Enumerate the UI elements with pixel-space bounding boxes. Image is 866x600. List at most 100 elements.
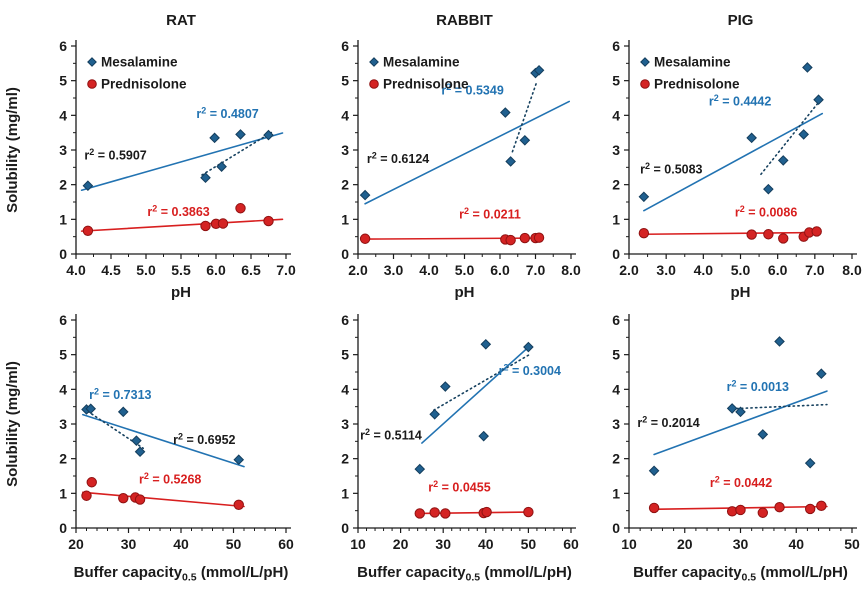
legend-label: Mesalamine xyxy=(101,55,178,70)
data-point-prednisolone xyxy=(86,477,97,488)
y-tick-label: 3 xyxy=(59,142,67,158)
data-point-prednisolone xyxy=(804,503,816,515)
data-point-mesalamine xyxy=(648,465,660,477)
x-tick-label: 7.0 xyxy=(276,262,296,278)
x-axis-label: pH xyxy=(731,284,751,300)
data-point-mesalamine xyxy=(235,129,246,140)
r-squared-annotation: r2 = 0.5907 xyxy=(84,147,146,163)
circle-marker-icon xyxy=(369,79,379,89)
row-solubility-vs-buffer-capacity: 0 1 2 3 4 5 6 20 30 40 50 60 r2 = 0.7313 r2 = 0.6952 r… xyxy=(0,300,866,600)
x-tick-label: 3.0 xyxy=(384,262,404,278)
y-tick-label: 5 xyxy=(59,347,67,363)
data-point-prednisolone xyxy=(200,220,211,232)
x-tick-label: 6.0 xyxy=(490,262,510,278)
data-point-prednisolone xyxy=(505,234,516,246)
data-point-mesalamine xyxy=(763,183,774,195)
x-axis-label: Buffer capacity0.5 (mmol/L/pH) xyxy=(633,564,848,584)
y-tick-label: 6 xyxy=(59,38,67,54)
r-squared-annotation: r2 = 0.0455 xyxy=(428,479,490,495)
chart-svg-pig-buffer: 0 1 2 3 4 5 6 10 20 30 40 50 r2 = 0.2014 r2 = 0.0013 r… xyxy=(612,312,860,584)
x-tick-label: 30 xyxy=(733,536,749,552)
x-tick-label: 60 xyxy=(563,536,579,552)
x-tick-label: 6.5 xyxy=(241,262,261,278)
r-squared-annotation: r2 = 0.5268 xyxy=(139,471,201,487)
x-tick-label: 7.0 xyxy=(805,262,825,278)
trend-line-solid-blue xyxy=(643,112,824,212)
x-tick-label: 8.0 xyxy=(561,262,581,278)
x-tick-label: 6.0 xyxy=(206,262,226,278)
panel-rabbit-vs-buffer: 0 1 2 3 4 5 6 10 20 30 40 50 60 r2 = 0.5114 r2 = 0.300… xyxy=(300,300,583,600)
data-point-mesalamine xyxy=(216,161,227,172)
data-point-mesalamine xyxy=(414,463,426,475)
panel-rabbit-vs-ph: 0 1 2 3 4 5 6 2.0 3.0 4.0 5.0 6.0 7.0 8.0 r2 = 0.6124 r… xyxy=(300,0,583,300)
data-point-prednisolone xyxy=(763,229,774,240)
data-point-mesalamine xyxy=(746,132,757,144)
data-point-prednisolone xyxy=(774,502,785,513)
data-point-mesalamine xyxy=(813,94,824,106)
y-tick-label: 1 xyxy=(59,211,67,227)
diamond-marker-icon xyxy=(640,57,650,67)
y-tick-label: 5 xyxy=(341,347,349,363)
chart-svg-rat-buffer: 0 1 2 3 4 5 6 20 30 40 50 60 r2 = 0.7313 r2 = 0.6952 r… xyxy=(4,312,294,584)
y-tick-label: 0 xyxy=(59,520,67,536)
data-point-mesalamine xyxy=(209,132,220,144)
r-squared-annotation: r2 = 0.0442 xyxy=(710,475,772,491)
data-point-prednisolone xyxy=(648,502,660,514)
data-point-prednisolone xyxy=(81,490,92,501)
data-point-mesalamine xyxy=(500,107,511,118)
diamond-marker-icon xyxy=(87,57,97,67)
x-tick-label: 20 xyxy=(68,536,84,552)
trend-line-solid-blue xyxy=(421,345,531,444)
trend-line-dotted-darkblue xyxy=(201,130,275,176)
legend-label: Mesalamine xyxy=(654,55,731,70)
x-tick-label: 5.0 xyxy=(136,262,156,278)
r-squared-annotation: r2 = 0.3004 xyxy=(499,362,561,378)
y-tick-label: 5 xyxy=(341,73,349,89)
y-axis-label: Solubility (mg/ml) xyxy=(4,361,21,487)
panel-title: RAT xyxy=(166,12,196,29)
y-tick-label: 2 xyxy=(59,177,67,193)
x-tick-label: 3.0 xyxy=(656,262,676,278)
data-point-prednisolone xyxy=(235,203,246,214)
x-tick-label: 10 xyxy=(621,536,637,552)
y-tick-label: 6 xyxy=(612,38,620,54)
data-point-mesalamine xyxy=(802,62,813,73)
y-tick-label: 1 xyxy=(612,485,620,501)
data-point-prednisolone xyxy=(82,225,94,236)
data-point-mesalamine xyxy=(429,408,440,420)
y-tick-label: 2 xyxy=(341,451,349,467)
x-tick-label: 20 xyxy=(677,536,693,552)
panel-title: RABBIT xyxy=(436,12,493,29)
data-point-prednisolone xyxy=(414,508,425,519)
r-squared-annotation: r2 = 0.7313 xyxy=(89,387,151,403)
data-point-mesalamine xyxy=(359,189,371,201)
r-squared-annotation: r2 = 0.0211 xyxy=(459,206,521,222)
y-tick-label: 0 xyxy=(59,246,67,262)
legend-label: Prednisolone xyxy=(654,77,740,92)
legend: Mesalamine Prednisolone xyxy=(640,55,740,92)
data-point-mesalamine xyxy=(85,403,97,415)
data-point-prednisolone xyxy=(217,218,229,229)
x-tick-label: 7.0 xyxy=(526,262,546,278)
data-point-mesalamine xyxy=(82,180,94,192)
trend-line-dotted-darkblue xyxy=(433,353,532,411)
r-squared-annotation: r2 = 0.6952 xyxy=(173,432,235,448)
y-tick-label: 4 xyxy=(612,107,620,123)
data-point-mesalamine xyxy=(263,129,274,141)
circle-marker-icon xyxy=(87,79,97,89)
trend-line-solid-blue xyxy=(82,413,245,468)
chart-svg-rabbit-ph: 0 1 2 3 4 5 6 2.0 3.0 4.0 5.0 6.0 7.0 8.0 r2 = 0.6124 r… xyxy=(341,12,581,300)
y-tick-label: 5 xyxy=(612,347,620,363)
x-tick-label: 2.0 xyxy=(348,262,368,278)
panel-title: PIG xyxy=(728,12,754,29)
data-point-prednisolone xyxy=(778,233,789,244)
x-axis-label: Buffer capacity0.5 (mmol/L/pH) xyxy=(74,564,289,584)
r-squared-annotation: r2 = 0.2014 xyxy=(637,414,699,430)
y-tick-label: 3 xyxy=(341,142,349,158)
x-tick-label: 8.0 xyxy=(842,262,862,278)
data-point-prednisolone xyxy=(638,228,650,239)
y-tick-label: 2 xyxy=(612,451,620,467)
r-squared-annotation: r2 = 0.5349 xyxy=(441,82,503,98)
legend: Mesalamine Prednisolone xyxy=(87,55,187,92)
